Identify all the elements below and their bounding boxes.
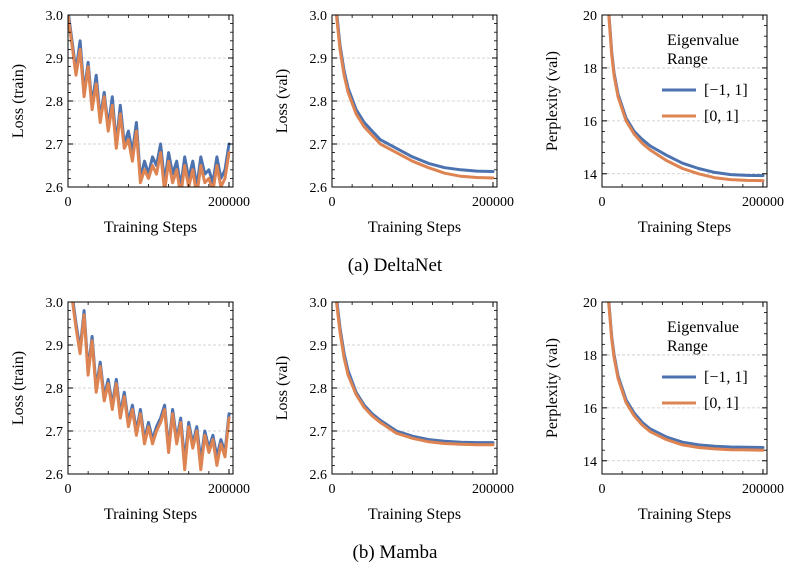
x-axis-label: Training Steps <box>638 506 731 523</box>
plot-frame <box>601 14 768 188</box>
x-tick-label: 200000 <box>208 482 250 497</box>
y-tick-label: 20 <box>583 296 597 311</box>
x-tick-label: 200000 <box>742 482 784 497</box>
series-group <box>607 302 765 452</box>
series-line-2 <box>334 15 495 180</box>
x-axis-label: Training Steps <box>368 219 461 236</box>
y-axis-label: Loss (train) <box>10 64 27 138</box>
legend-entry-1: [−1, 1] <box>704 82 748 99</box>
y-axis-label: Perplexity (val) <box>544 338 561 438</box>
y-tick-label: 2.8 <box>310 382 328 397</box>
x-tick-label: 200000 <box>208 195 250 210</box>
series-group <box>607 15 765 183</box>
y-tick-label: 2.9 <box>310 52 328 67</box>
y-tick-label: 3.0 <box>310 296 328 311</box>
y-tick-label: 2.7 <box>310 425 328 440</box>
y-axis-label: Loss (val) <box>274 356 291 420</box>
chart-panel-5: 2.6 2.7 2.8 2.9 3.0 0 200000 Training Steps Loss… <box>274 296 514 523</box>
y-tick-label: 14 <box>583 168 597 183</box>
caption-deltanet: (a) DeltaNet <box>347 255 443 276</box>
x-axis-label: Training Steps <box>368 506 461 523</box>
series-group <box>334 15 495 180</box>
plot-frame <box>601 301 768 475</box>
chart-panel-2: 2.6 2.7 2.8 2.9 3.0 0 200000 Training Steps Loss… <box>274 9 514 236</box>
chart-panel-6: 14 16 18 20 0 200000 Training Steps Perplexity … <box>544 296 784 523</box>
y-tick-label: 18 <box>583 349 597 364</box>
y-tick-label: 2.6 <box>310 181 328 196</box>
y-tick-label: 2.8 <box>46 95 64 110</box>
series-line-1 <box>335 15 495 173</box>
y-tick-label: 18 <box>583 62 597 77</box>
y-tick-label: 2.6 <box>310 468 328 483</box>
y-tick-label: 2.7 <box>310 138 328 153</box>
y-axis-label: Loss (train) <box>10 351 27 425</box>
series-line-2 <box>607 15 765 183</box>
legend-title: Eigenvalue <box>667 319 739 336</box>
y-tick-label: 2.6 <box>46 468 64 483</box>
x-axis-label: Training Steps <box>104 506 197 523</box>
x-tick-label: 0 <box>65 195 72 210</box>
chart-panel-4: 2.6 2.7 2.8 2.9 3.0 0 200000 Training Steps Loss… <box>10 296 250 523</box>
series-line-1 <box>335 302 495 445</box>
legend: Eigenvalue Range [−1, 1] [0, 1] <box>662 32 748 125</box>
y-tick-label: 2.9 <box>310 339 328 354</box>
x-tick-label: 200000 <box>472 195 514 210</box>
y-tick-label: 2.8 <box>310 95 328 110</box>
legend-title: Range <box>667 51 708 68</box>
series-line-2 <box>334 302 495 447</box>
y-tick-label: 20 <box>583 9 597 24</box>
x-tick-label: 0 <box>329 195 336 210</box>
chart-panel-1: 2.6 2.7 2.8 2.9 3.0 0 200000 Training Steps Loss… <box>10 9 250 236</box>
series-group <box>71 302 231 472</box>
y-axis-label: Perplexity (val) <box>544 51 561 151</box>
legend-entry-2: [0, 1] <box>704 395 739 412</box>
y-tick-label: 3.0 <box>46 296 64 311</box>
legend-title: Eigenvalue <box>667 32 739 49</box>
y-tick-label: 2.9 <box>46 339 64 354</box>
legend-entry-2: [0, 1] <box>704 108 739 125</box>
y-tick-label: 3.0 <box>310 9 328 24</box>
caption-mamba: (b) Mamba <box>352 542 438 563</box>
x-axis-label: Training Steps <box>104 219 197 236</box>
series-line-2 <box>71 302 231 472</box>
legend-entry-1: [−1, 1] <box>704 369 748 386</box>
legend: Eigenvalue Range [−1, 1] [0, 1] <box>662 319 748 412</box>
y-tick-label: 14 <box>583 455 597 470</box>
x-tick-label: 200000 <box>472 482 514 497</box>
y-tick-label: 2.6 <box>46 181 64 196</box>
y-tick-label: 3.0 <box>46 9 64 24</box>
x-tick-label: 0 <box>329 482 336 497</box>
x-tick-label: 0 <box>599 195 606 210</box>
x-tick-label: 0 <box>599 482 606 497</box>
series-group <box>68 15 231 187</box>
x-axis-label: Training Steps <box>638 219 731 236</box>
y-tick-label: 2.7 <box>46 138 64 153</box>
chart-panel-3: 14 16 18 20 0 200000 Training Steps Perplexity … <box>544 9 784 236</box>
x-tick-label: 0 <box>65 482 72 497</box>
series-line-2 <box>68 15 231 187</box>
y-tick-label: 16 <box>583 402 597 417</box>
x-tick-label: 200000 <box>742 195 784 210</box>
series-line-2 <box>607 302 765 452</box>
y-axis-label: Loss (val) <box>274 69 291 133</box>
series-group <box>334 302 495 447</box>
y-tick-label: 2.9 <box>46 52 64 67</box>
y-tick-label: 16 <box>583 115 597 130</box>
legend-title: Range <box>667 338 708 355</box>
y-tick-label: 2.7 <box>46 425 64 440</box>
y-tick-label: 2.8 <box>46 382 64 397</box>
